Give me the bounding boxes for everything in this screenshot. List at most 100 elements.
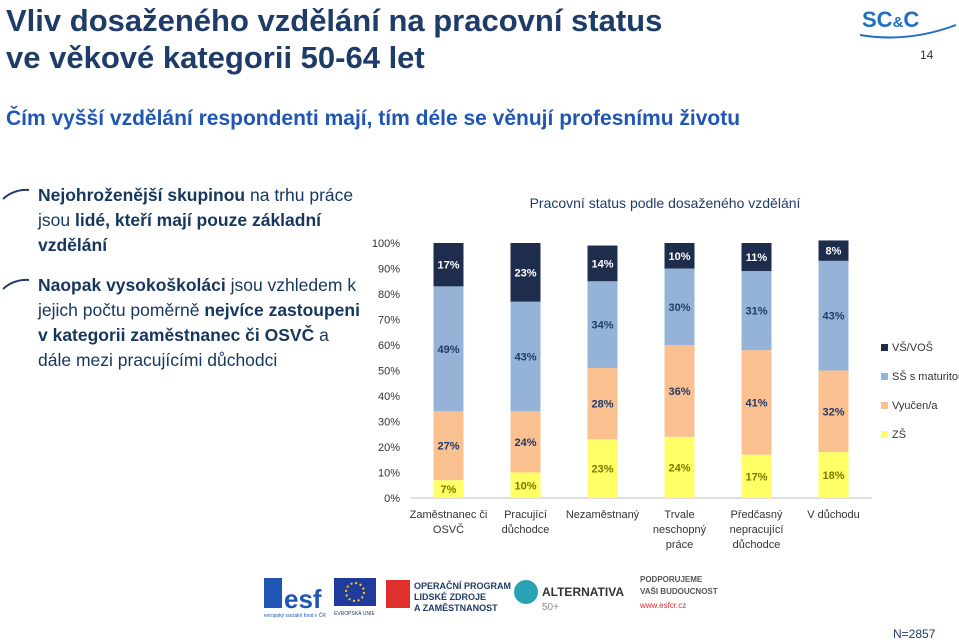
- bar-segment: [433, 243, 464, 287]
- x-tick-label: Pracující důchodce: [502, 509, 550, 536]
- data-label: 34%: [591, 320, 613, 332]
- x-tick-label: V důchodu: [807, 509, 860, 521]
- alternativa-name: ALTERNATIVA: [542, 585, 624, 599]
- op-line-2: LIDSKÉ ZDROJE: [414, 592, 486, 602]
- esf-logo-text: esf: [284, 584, 322, 614]
- support-line-2: VAŠI BUDOUCNOST: [640, 587, 718, 596]
- y-tick-label: 10%: [378, 468, 400, 480]
- y-tick-label: 50%: [378, 366, 400, 378]
- bullet-1-part-2: na trhu práce jsou: [38, 185, 354, 230]
- bar-segment: [510, 243, 541, 302]
- x-tick-label: Předčasný nepracující důchodce: [730, 509, 784, 551]
- data-label: 14%: [591, 258, 613, 270]
- data-label: 36%: [668, 386, 690, 398]
- logo-text-amp: &: [893, 14, 904, 31]
- data-label: 8%: [826, 246, 842, 258]
- legend-swatch: [881, 431, 888, 438]
- support-url: www.esfcr.cz: [639, 601, 686, 610]
- bar-segment: [741, 454, 772, 498]
- slide-subtitle: Čím vyšší vzdělání respondenti mají, tím…: [6, 107, 741, 130]
- bar-segment: [433, 286, 464, 412]
- bullet-1-part-3: lidé, kteří mají pouze základní vzdělání: [38, 210, 322, 255]
- y-tick-label: 60%: [378, 340, 400, 352]
- esf-logo: esf evropský sociální fond v ČR: [264, 578, 326, 619]
- scc-logo: SC&C: [859, 7, 957, 39]
- bar-segment: [741, 243, 772, 272]
- legend: VŠ/VOŠ SŠ s maturitou Vyučen/a ZŠ: [881, 341, 959, 441]
- y-tick-label: 30%: [378, 417, 400, 429]
- bar-segment: [510, 411, 541, 473]
- data-label: 31%: [745, 306, 767, 318]
- data-label: 30%: [668, 302, 690, 314]
- x-tick-label: Trvale neschopný práce: [653, 509, 707, 551]
- data-label: 27%: [437, 441, 459, 453]
- legend-label: Vyučen/a: [892, 400, 938, 412]
- logo-swoosh: [859, 24, 957, 39]
- bullet-list: Nejohroženější skupinou na trhu práce js…: [0, 183, 365, 388]
- logo-text-c: C: [903, 7, 919, 32]
- data-label: 43%: [514, 351, 536, 363]
- legend-label: VŠ/VOŠ: [892, 341, 933, 354]
- legend-swatch: [881, 402, 888, 409]
- title-line-1: Vliv dosaženého vzdělání na pracovní sta…: [6, 3, 663, 38]
- bar-segment: [587, 439, 618, 498]
- data-label: 43%: [822, 311, 844, 323]
- data-label: 11%: [746, 252, 768, 264]
- bullet-2-part-2: jsou vzhledem k jejich počtu poměrně: [38, 275, 357, 320]
- data-label: 23%: [591, 464, 613, 476]
- swoosh-bullet-icon: [2, 278, 30, 290]
- op-line-1: OPERAČNÍ PROGRAM: [414, 580, 511, 591]
- data-label: 32%: [822, 406, 844, 418]
- bar-segment: [818, 260, 849, 371]
- legend-label: ZŠ: [892, 428, 906, 441]
- eu-logo-small: EVROPSKÁ UNIE: [334, 610, 376, 617]
- bullet-2-part-4: a dále mezi pracujícími důchodci: [38, 325, 329, 370]
- esfcr-logo: PODPORUJEME VAŠI BUDOUCNOST www.esfcr.cz: [639, 575, 718, 610]
- data-label: 28%: [591, 399, 613, 411]
- bar-segment: [433, 480, 464, 498]
- slide-title: Vliv dosaženého vzdělání na pracovní sta…: [6, 2, 766, 76]
- legend-swatch: [881, 344, 888, 351]
- bars-group: 7% 27% 49% 17% 10% 24% 43% 23% 23% 28% 34% 14% 24% 36…: [433, 240, 849, 498]
- bar-segment: [741, 271, 772, 351]
- x-tick-label: Zaměstnanec či OSVČ: [410, 509, 488, 536]
- y-tick-label: 70%: [378, 315, 400, 327]
- swoosh-bullet-icon: [2, 188, 30, 200]
- y-tick-label: 100%: [372, 238, 400, 250]
- bar-segment: [433, 411, 464, 481]
- data-label: 17%: [437, 260, 459, 272]
- bar-segment: [741, 350, 772, 455]
- y-axis: 0% 10% 20% 30% 40% 50% 60% 70% 80% 90% 100%: [372, 238, 872, 505]
- bar-segment: [664, 436, 695, 498]
- data-label: 24%: [514, 437, 536, 449]
- support-line-1: PODPORUJEME: [640, 575, 703, 584]
- bar-segment: [818, 370, 849, 453]
- bar-segment: [664, 243, 695, 269]
- bullet-1-part-1: Nejohroženější skupinou: [38, 185, 246, 205]
- data-label: 10%: [668, 251, 690, 263]
- esf-logo-small: evropský sociální fond v ČR: [264, 612, 326, 619]
- data-label: 49%: [437, 344, 459, 356]
- bar-segment: [818, 240, 849, 261]
- x-axis: Zaměstnanec či OSVČ Pracující důchodce Nezam…: [410, 509, 860, 551]
- data-label: 41%: [745, 397, 767, 409]
- bar-segment: [587, 281, 618, 368]
- page-number: 14: [920, 48, 934, 62]
- op-line-3: A ZAMĚSTNANOST: [414, 602, 498, 613]
- x-tick-label: Nezaměstnaný: [566, 509, 640, 521]
- title-line-2: ve věkové kategorii 50-64 let: [6, 40, 425, 75]
- bar-segment: [587, 367, 618, 440]
- logo-text: SC&C: [862, 7, 919, 32]
- y-tick-label: 80%: [378, 289, 400, 301]
- bar-segment: [587, 245, 618, 282]
- logo-text-sc: SC: [862, 7, 893, 32]
- stacked-bar-chart: Pracovní status podle dosaženého vzdělán…: [372, 195, 959, 551]
- bar-segment: [510, 301, 541, 412]
- bar-segment: [818, 452, 849, 498]
- data-label: 17%: [745, 471, 767, 483]
- y-tick-label: 20%: [378, 442, 400, 454]
- data-label: 24%: [668, 462, 690, 474]
- data-label: 10%: [514, 480, 536, 492]
- op-lzz-logo: OPERAČNÍ PROGRAM LIDSKÉ ZDROJE A ZAMĚSTN…: [386, 580, 511, 613]
- bar-segment: [664, 345, 695, 437]
